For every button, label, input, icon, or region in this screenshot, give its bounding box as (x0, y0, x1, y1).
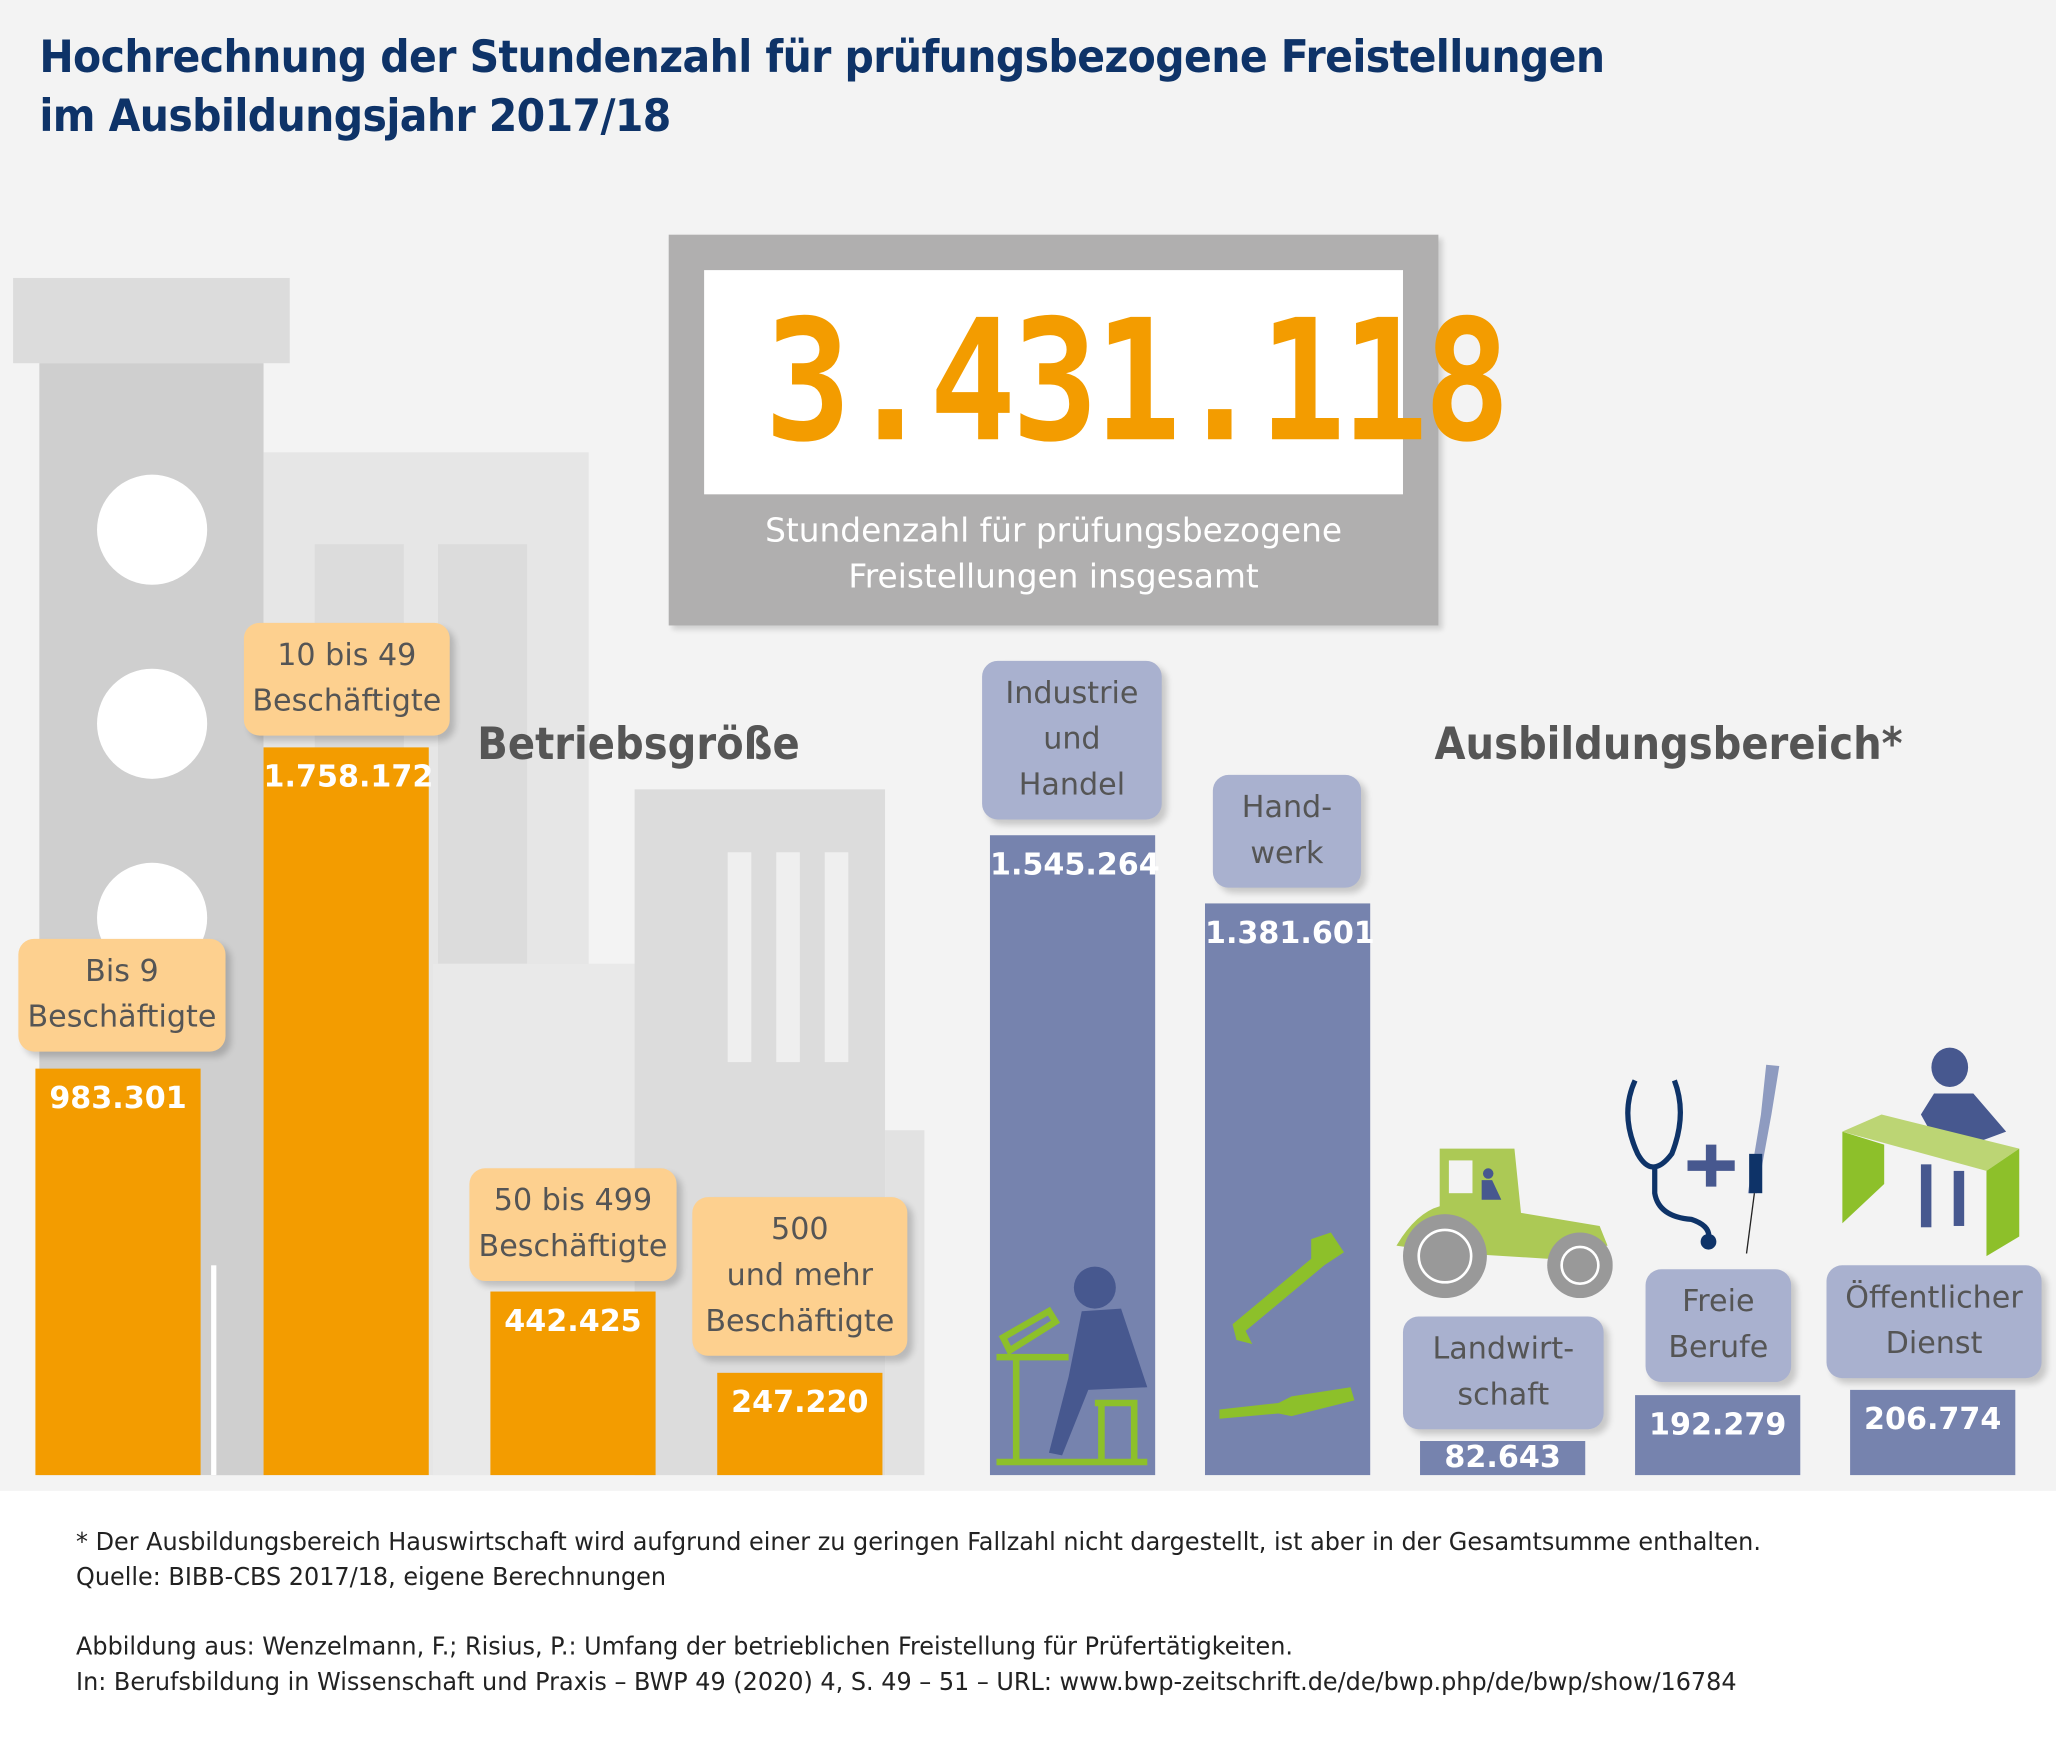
source: Quelle: BIBB-CBS 2017/18, eigene Berechn… (76, 1562, 667, 1592)
value-label: 247.220 (731, 1385, 869, 1420)
category-label: Hand-werk (1212, 774, 1362, 888)
citation: Abbildung aus: Wenzelmann, F.; Risius, P… (76, 1632, 1294, 1662)
total-caption: Stundenzahl für prüfungsbezogene Freistel… (765, 511, 1343, 596)
category-label-line: 10 bis 49 (277, 638, 417, 673)
bar-50-bis-499-beschäftigte (490, 1291, 656, 1476)
category-label-line: Beschäftigte (705, 1304, 895, 1339)
clerk-desk-icon (1842, 1047, 2020, 1257)
wrench-icon (1232, 1232, 1344, 1344)
value-label: 192.279 (1648, 1408, 1787, 1443)
category-label-line: Landwirt- (1432, 1332, 1575, 1367)
drafting-worker-icon (996, 1266, 1148, 1466)
category-label: Industrie und Handel (982, 660, 1162, 820)
category-label-line: Hand- (1241, 790, 1333, 825)
category-label-line: schaft (1457, 1378, 1550, 1413)
bar-bis-9-beschäftigte (35, 1068, 201, 1476)
bar-freie-berufe (1635, 1395, 1801, 1476)
stethoscope-icon (1625, 1079, 1712, 1240)
category-label-line: Bis 9 (85, 954, 159, 989)
stethoscope-syringe-icon (1625, 1064, 1780, 1254)
total-display: 3.431.118 Stundenzahl für prüfungsbezoge… (668, 234, 1510, 626)
group-title-ausbildungsbereich: Ausbildungsbereich* (1434, 718, 1903, 771)
citation-url[interactable]: In: Berufsbildung in Wissenschaft und Pr… (76, 1667, 1737, 1697)
category-label-line: Freie (1682, 1284, 1755, 1320)
category-label-line: werk (1250, 836, 1324, 871)
value-label: 1.545.264 (989, 848, 1160, 883)
bar-landwirtschaft (1420, 1440, 1586, 1476)
value-label: 206.774 (1864, 1402, 2002, 1437)
page-title: Hochrechnung der Stundenzahl für prüfung… (39, 31, 1605, 143)
category-label: Öffentlicher Dienst (1826, 1265, 2042, 1379)
bar-500-und-mehr-beschäftigte (717, 1372, 883, 1476)
category-label-line: Beschäftigte (478, 1229, 668, 1264)
category-label-line: Beschäftigte (252, 684, 442, 719)
value-label: 82.643 (1444, 1440, 1561, 1475)
category-label-line: 50 bis 499 (493, 1184, 653, 1219)
value-label: 1.381.601 (1204, 916, 1375, 951)
tractor-icon (1396, 1148, 1613, 1299)
category-label-line: und mehr (726, 1258, 874, 1293)
wrench-screwdriver-icon (1219, 1232, 1355, 1419)
bar-handwerk (1204, 903, 1371, 1476)
category-label-line: Industrie (1005, 676, 1139, 711)
screwdriver-icon (1219, 1387, 1355, 1419)
category-label-line: 500 (771, 1212, 829, 1247)
category-label-line: und (1043, 722, 1101, 757)
category-label-line: Dienst (1885, 1326, 1983, 1362)
category-label-line: Öffentlicher (1845, 1281, 2023, 1316)
category-label: 500 und mehr Beschäftigte (692, 1197, 908, 1356)
category-label: Freie Berufe (1645, 1269, 1792, 1383)
value-label: 442.425 (504, 1305, 642, 1340)
footnote: * Der Ausbildungsbereich Hauswirtschaft … (76, 1527, 1761, 1557)
category-label: 50 bis 499 Beschäftigte (469, 1168, 677, 1282)
bar-öffentlicher-dienst (1850, 1389, 2016, 1476)
group-title-betriebsgroesse: Betriebsgröße (477, 718, 800, 771)
category-label-line: Handel (1018, 768, 1126, 803)
category-label-line: Beschäftigte (27, 1000, 217, 1035)
total-value: 3.431.118 (764, 284, 1510, 480)
category-label: Landwirt-schaft (1402, 1316, 1604, 1430)
value-label: 983.301 (49, 1081, 187, 1116)
category-label: 10 bis 49 Beschäftigte (243, 622, 450, 736)
category-label-line: Berufe (1668, 1330, 1769, 1365)
bar-10-bis-49-beschäftigte (263, 747, 429, 1476)
category-label: Bis 9 Beschäftigte (18, 938, 226, 1052)
value-label: 1.758.172 (263, 760, 434, 795)
